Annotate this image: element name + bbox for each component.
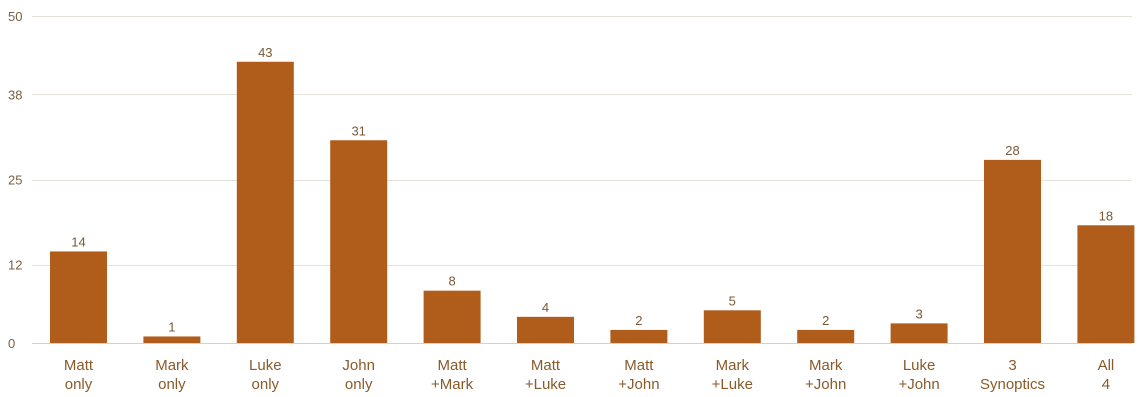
bar-value-label: 1 (168, 319, 175, 334)
y-tick-label: 25 (8, 173, 22, 188)
y-tick-label: 38 (8, 87, 22, 102)
y-tick-label: 12 (8, 258, 22, 273)
x-tick-label: Matt only (64, 357, 94, 393)
x-tick-label: John only (342, 357, 375, 393)
x-tick-label: Mark +Luke (712, 357, 753, 393)
x-tick-label: All 4 (1098, 357, 1115, 393)
x-tick-label: Matt +John (618, 357, 659, 393)
x-tick-label: Mark only (155, 357, 189, 393)
bar (330, 140, 388, 343)
bar (236, 61, 294, 343)
bar-value-label: 2 (822, 313, 829, 328)
bar-value-label: 18 (1099, 208, 1113, 223)
x-tick-label: Matt +Luke (525, 357, 566, 393)
bar (143, 336, 201, 343)
bar (50, 251, 107, 343)
bar-value-label: 5 (729, 293, 736, 308)
bar (890, 323, 948, 343)
bar (703, 310, 761, 343)
bar-value-label: 2 (635, 313, 642, 328)
bar-value-label: 14 (71, 234, 85, 249)
bar (1077, 225, 1135, 343)
bar (984, 159, 1041, 343)
x-tick-label: Luke +John (898, 357, 939, 393)
bar (797, 329, 855, 343)
category-label-layer: Matt only Mark only Luke only John only Matt +Mar… (64, 357, 1114, 393)
bar (423, 290, 481, 343)
bar-value-label: 8 (448, 274, 455, 289)
value-label-layer: 14 1 43 31 8 4 2 5 2 3 28 18 (71, 45, 1113, 335)
bar-value-label: 43 (258, 45, 272, 60)
bar-value-label: 3 (915, 306, 922, 321)
bar-value-label: 31 (351, 123, 365, 138)
bar-layer (50, 61, 1135, 343)
x-tick-label: Mark +John (805, 357, 846, 393)
bar (610, 329, 668, 343)
bar-value-label: 28 (1005, 143, 1019, 158)
x-tick-label: 3 Synoptics (980, 357, 1045, 393)
bar-value-label: 4 (542, 300, 549, 315)
y-tick-label: 0 (8, 336, 15, 351)
x-tick-label: Luke only (249, 357, 282, 393)
x-tick-label: Matt +Mark (431, 357, 474, 393)
bar (517, 316, 574, 343)
y-tick-label: 50 (8, 9, 22, 24)
